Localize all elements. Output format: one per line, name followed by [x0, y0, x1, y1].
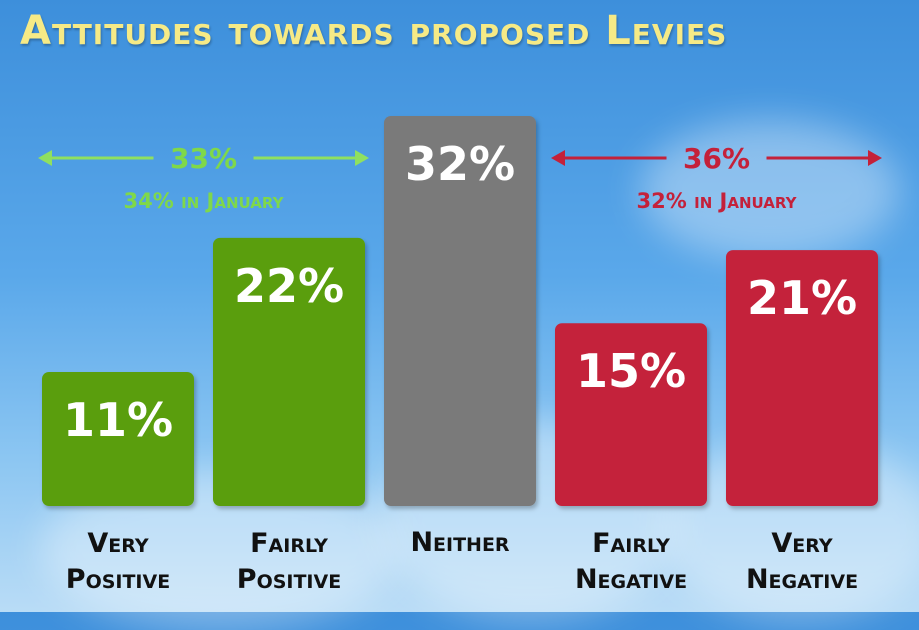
- category-label: Positive: [237, 564, 341, 595]
- category-label: Fairly: [592, 528, 670, 559]
- group-previous-label: 32% in January: [637, 189, 798, 213]
- group-previous-label: 34% in January: [124, 189, 285, 213]
- arrow-head-left-icon: [551, 150, 565, 166]
- category-label: Negative: [746, 564, 858, 595]
- bar: [42, 371, 194, 506]
- bar-value-label: 11%: [63, 393, 173, 447]
- arrow-head-right-icon: [355, 150, 369, 166]
- arrow-head-right-icon: [868, 150, 882, 166]
- bar-value-label: 22%: [234, 259, 344, 313]
- background-cloud: [640, 120, 900, 260]
- category-label: Positive: [66, 564, 170, 595]
- category-label: Neither: [410, 527, 509, 558]
- category-label: Negative: [575, 564, 687, 595]
- category-label: Fairly: [250, 528, 328, 559]
- bar-chart: 11% Very Positive 22% Fairly Positive 32% Neith…: [38, 116, 882, 595]
- bar-value-label: 21%: [747, 271, 857, 325]
- category-label: Very: [87, 528, 148, 559]
- group-total-label: 33%: [170, 142, 237, 175]
- bar-value-label: 15%: [576, 344, 686, 398]
- bar: [384, 116, 536, 506]
- bar: [555, 323, 707, 506]
- arrow-head-left-icon: [38, 150, 52, 166]
- category-label: Very: [771, 528, 832, 559]
- chart-title: Attitudes towards proposed Levies: [20, 8, 728, 54]
- bar: [726, 250, 878, 506]
- bar: [213, 237, 365, 506]
- group-total-label: 36%: [683, 142, 750, 175]
- bar-value-label: 32%: [405, 137, 515, 191]
